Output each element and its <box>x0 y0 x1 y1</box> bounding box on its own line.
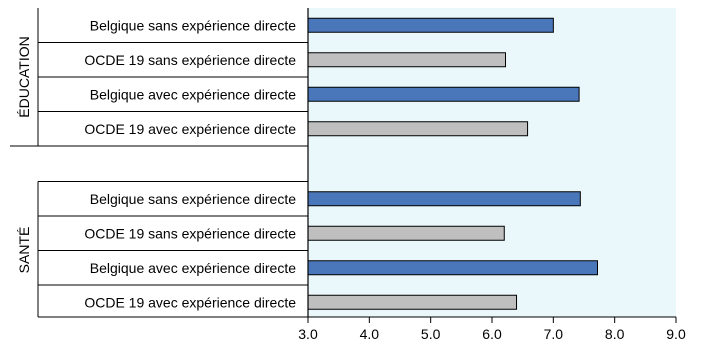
x-tick-label: 5.0 <box>421 326 441 342</box>
bar-ocde <box>307 52 506 68</box>
category-label: Belgique sans expérience directe <box>90 191 296 207</box>
category-label: OCDE 19 avec expérience directe <box>84 294 296 310</box>
category-label: OCDE 19 sans expérience directe <box>84 225 296 241</box>
category-label: OCDE 19 sans expérience directe <box>84 52 296 68</box>
bar-ocde <box>307 294 518 310</box>
x-tick-label: 8.0 <box>605 326 625 342</box>
x-tick-label: 9.0 <box>666 326 686 342</box>
bar-ocde <box>307 225 505 241</box>
x-tick-label: 6.0 <box>482 326 502 342</box>
row-separators <box>10 8 308 318</box>
x-axis-ticks: 3.0 4.0 5.0 6.0 7.0 8.0 9.0 <box>298 316 686 342</box>
bar-belgique <box>307 191 581 207</box>
category-label: Belgique avec expérience directe <box>90 86 296 102</box>
bar-belgique <box>307 17 554 33</box>
category-labels: Belgique sans expérience directe OCDE 19 … <box>84 17 296 310</box>
bar-belgique <box>307 260 598 276</box>
group-labels: ÉDUCATION SANTÉ <box>16 36 32 273</box>
group-label: ÉDUCATION <box>16 36 32 117</box>
x-tick-label: 4.0 <box>360 326 380 342</box>
group-label: SANTÉ <box>16 227 32 274</box>
bar-ocde <box>307 121 529 137</box>
category-label: OCDE 19 avec expérience directe <box>84 121 296 137</box>
category-label: Belgique avec expérience directe <box>90 260 296 276</box>
category-label: Belgique sans expérience directe <box>90 17 296 33</box>
x-tick-label: 7.0 <box>544 326 564 342</box>
bar-belgique <box>307 86 580 102</box>
x-tick-label: 3.0 <box>298 326 318 342</box>
